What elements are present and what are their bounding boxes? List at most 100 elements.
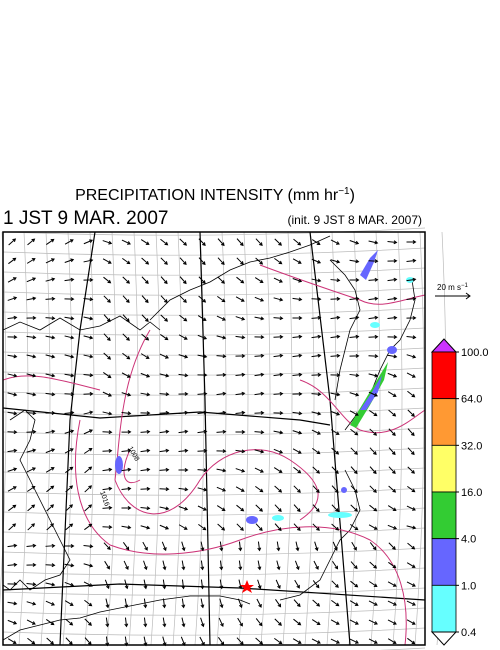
wind-arrow — [104, 560, 110, 570]
wind-arrow — [65, 504, 74, 512]
wind-arrow — [122, 295, 130, 304]
wind-arrow — [64, 429, 75, 434]
map-background — [3, 232, 425, 645]
wind-arrow — [27, 637, 36, 645]
wind-arrow — [293, 466, 302, 474]
wind-arrow — [274, 504, 282, 512]
wind-arrow — [406, 581, 416, 587]
wind-arrow — [388, 542, 396, 550]
wind-arrow — [238, 560, 243, 571]
wind-arrow — [7, 562, 18, 567]
wind-arrow — [331, 447, 340, 455]
wind-arrow — [7, 392, 18, 397]
wind-arrow — [121, 448, 132, 453]
wind-arrow — [274, 523, 282, 532]
wind-arrow — [273, 448, 284, 454]
wind-arrow — [406, 354, 417, 359]
title-sup: −1 — [338, 186, 350, 197]
wind-arrow — [102, 486, 113, 491]
wind-arrow — [349, 353, 360, 358]
boundaries — [2, 231, 426, 646]
wind-arrow — [236, 523, 244, 531]
wind-arrow — [388, 447, 396, 456]
wind-arrow — [198, 257, 206, 266]
wind-arrow — [159, 487, 170, 492]
wind-arrow — [350, 447, 358, 455]
wind-arrow — [349, 259, 360, 264]
wind-arrow — [26, 335, 37, 340]
graticule-line — [2, 347, 426, 356]
wind-arrow — [235, 316, 246, 321]
wind-arrow — [198, 523, 207, 531]
colorbar-label: 4.0 — [461, 534, 476, 546]
wind-arrow — [7, 448, 18, 453]
wind-arrow — [64, 316, 75, 321]
wind-arrow — [330, 334, 341, 339]
wind-arrow — [274, 637, 283, 645]
wind-arrow — [257, 541, 262, 552]
wind-arrow — [143, 579, 148, 590]
wind-arrow — [181, 541, 186, 552]
wind-arrow — [235, 372, 246, 377]
wind-arrow — [45, 543, 56, 548]
wind-arrow — [160, 314, 168, 322]
wind-arrow — [102, 525, 113, 530]
wind-arrow — [350, 428, 359, 436]
boundary — [59, 231, 96, 646]
wind-arrow — [330, 296, 341, 301]
wind-arrow — [349, 638, 359, 644]
wind-arrow — [159, 410, 170, 415]
wind-arrow — [292, 430, 303, 435]
graticule-line — [84, 231, 95, 646]
graticule-line — [18, 231, 29, 646]
wind-arrow — [406, 372, 416, 378]
wind-arrow — [26, 485, 36, 492]
graticule-line — [370, 231, 381, 646]
wind-arrow — [330, 619, 340, 625]
coastline — [2, 409, 71, 591]
scale-arrow-head — [465, 292, 471, 300]
graticule-line — [2, 307, 426, 316]
wind-arrow — [332, 541, 338, 552]
precip-area — [328, 512, 352, 518]
wind-arrow — [181, 579, 186, 590]
wind-arrow — [143, 560, 148, 571]
wind-arrow — [159, 373, 170, 378]
wind-arrow — [46, 523, 55, 531]
wind-arrow — [140, 486, 151, 491]
wind-arrow — [311, 411, 322, 416]
wind-arrow — [45, 335, 56, 340]
wind-arrow — [26, 582, 37, 587]
wind-arrow — [140, 411, 151, 416]
isobar — [2, 375, 101, 391]
wind-arrow — [103, 542, 111, 551]
isobar — [259, 264, 426, 305]
wind-arrow — [84, 485, 93, 493]
wind-arrow — [161, 541, 167, 552]
wind-arrow — [219, 579, 224, 590]
wind-arrow — [406, 525, 417, 530]
isobar — [123, 449, 141, 483]
graticule-line — [2, 247, 426, 256]
wind-arrow — [311, 392, 322, 397]
graticule-line — [62, 231, 73, 646]
wind-arrow — [388, 561, 397, 569]
wind-arrow — [254, 430, 265, 435]
wind-arrow — [64, 354, 75, 359]
wind-arrow — [217, 295, 226, 303]
wind-arrow — [254, 353, 265, 358]
colorbar-segment — [431, 491, 457, 540]
coastline — [149, 235, 331, 321]
graticule-line — [128, 231, 139, 646]
wind-arrow — [84, 466, 93, 474]
wind-arrow — [330, 392, 341, 397]
wind-arrow — [294, 560, 300, 571]
wind-arrow — [369, 504, 378, 512]
wind-arrow — [349, 373, 360, 378]
valid-time: 1 JST 9 MAR. 2007 — [3, 208, 168, 229]
wind-arrow — [160, 238, 169, 246]
wind-arrow — [311, 334, 322, 339]
graticule-line — [2, 327, 426, 336]
wind-arrow — [330, 638, 340, 644]
wind-arrow — [178, 354, 189, 359]
